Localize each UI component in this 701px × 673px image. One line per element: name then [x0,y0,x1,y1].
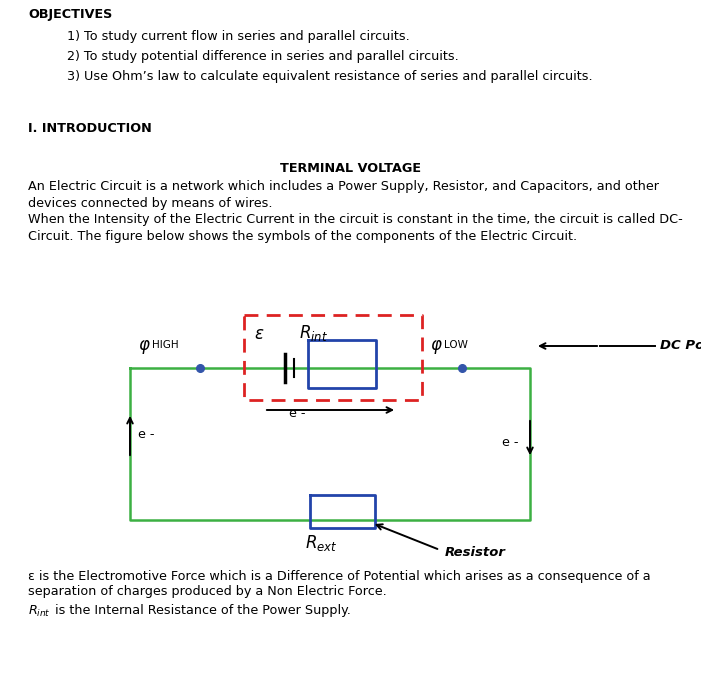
Text: e -: e - [138,428,154,441]
Text: LOW: LOW [444,340,468,350]
Text: e -: e - [502,436,519,449]
Text: is the Internal Resistance of the Power Supply.: is the Internal Resistance of the Power … [51,604,351,617]
Text: e -: e - [289,407,306,420]
Text: Resistor: Resistor [445,546,506,559]
Text: $R_{int}$: $R_{int}$ [28,604,51,619]
Text: $\varphi$: $\varphi$ [138,338,151,356]
Text: When the Intensity of the Electric Current in the circuit is constant in the tim: When the Intensity of the Electric Curre… [28,213,683,226]
Text: ε is the Electromotive Force which is a Difference of Potential which arises as : ε is the Electromotive Force which is a … [28,570,651,583]
Text: separation of charges produced by a Non Electric Force.: separation of charges produced by a Non … [28,585,387,598]
Text: Circuit. The figure below shows the symbols of the components of the Electric Ci: Circuit. The figure below shows the symb… [28,230,577,243]
Text: I. INTRODUCTION: I. INTRODUCTION [28,122,152,135]
Text: OBJECTIVES: OBJECTIVES [28,8,112,21]
Text: DC Power Supply: DC Power Supply [660,339,701,353]
Text: TERMINAL VOLTAGE: TERMINAL VOLTAGE [280,162,421,175]
Text: $\varepsilon$: $\varepsilon$ [254,325,264,343]
Text: $R_{int}$: $R_{int}$ [299,323,328,343]
Text: 2) To study potential difference in series and parallel circuits.: 2) To study potential difference in seri… [67,50,458,63]
Text: devices connected by means of wires.: devices connected by means of wires. [28,197,273,210]
Text: HIGH: HIGH [152,340,179,350]
Text: 1) To study current flow in series and parallel circuits.: 1) To study current flow in series and p… [67,30,409,43]
Text: An Electric Circuit is a network which includes a Power Supply, Resistor, and Ca: An Electric Circuit is a network which i… [28,180,659,193]
Text: $\varphi$: $\varphi$ [430,338,443,356]
Text: 3) Use Ohm’s law to calculate equivalent resistance of series and parallel circu: 3) Use Ohm’s law to calculate equivalent… [67,70,592,83]
Text: $R_{ext}$: $R_{ext}$ [305,533,337,553]
